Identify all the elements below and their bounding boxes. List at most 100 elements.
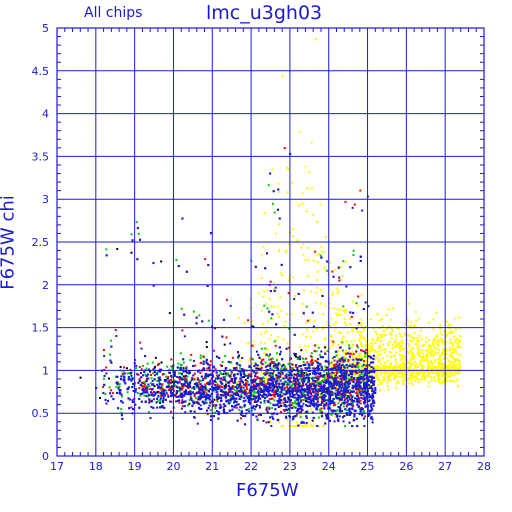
data-point [285, 375, 288, 378]
data-point [451, 380, 454, 383]
data-point [243, 390, 246, 393]
data-point [312, 382, 315, 385]
data-point [151, 379, 154, 382]
data-point [328, 381, 331, 384]
data-point [432, 368, 435, 371]
data-point [288, 376, 291, 379]
data-point [260, 370, 263, 373]
data-point [284, 365, 287, 368]
data-point [438, 369, 441, 372]
data-point [249, 395, 252, 398]
data-point [198, 394, 201, 397]
data-point [321, 375, 324, 378]
data-point [367, 408, 370, 411]
data-point [377, 365, 380, 368]
data-point [296, 386, 299, 389]
data-point [284, 251, 287, 254]
data-point [446, 374, 449, 377]
data-point [204, 388, 207, 391]
data-point [337, 379, 340, 382]
data-point [135, 221, 138, 224]
data-point [309, 398, 312, 401]
data-point [237, 363, 240, 366]
data-point [392, 307, 395, 310]
data-point [299, 398, 302, 401]
data-point [364, 343, 367, 346]
data-point [359, 402, 362, 405]
data-point [437, 372, 440, 375]
data-point [139, 341, 142, 344]
data-point [408, 302, 411, 305]
data-point [412, 371, 415, 374]
data-point [459, 354, 462, 357]
data-point [284, 374, 287, 377]
data-point [184, 370, 187, 373]
data-point [287, 396, 290, 399]
data-point [422, 376, 425, 379]
data-point [432, 366, 435, 369]
data-point [370, 372, 373, 375]
data-point [360, 342, 363, 345]
data-point [293, 298, 296, 301]
data-point [171, 368, 174, 371]
data-point [357, 346, 360, 349]
data-point [348, 352, 351, 355]
data-point [357, 362, 360, 365]
data-point [371, 345, 374, 348]
data-point [276, 359, 279, 362]
data-point [339, 266, 342, 269]
data-point [353, 413, 356, 416]
data-point [297, 383, 300, 386]
data-point [439, 367, 442, 370]
data-point [319, 355, 322, 358]
data-point [163, 373, 166, 376]
data-point [264, 361, 267, 364]
data-point [413, 375, 416, 378]
data-point [425, 354, 428, 357]
data-point [165, 375, 168, 378]
data-point [205, 392, 208, 395]
data-point [268, 338, 271, 341]
data-point [314, 250, 317, 253]
data-point [189, 394, 192, 397]
data-point [378, 347, 381, 350]
data-point [298, 413, 301, 416]
data-point [219, 370, 222, 373]
data-point [403, 371, 406, 374]
data-point [299, 355, 302, 358]
data-point [286, 408, 289, 411]
data-point [169, 387, 172, 390]
data-point [288, 327, 291, 330]
data-point [426, 370, 429, 373]
data-point [171, 365, 174, 368]
data-point [247, 383, 250, 386]
data-point [441, 348, 444, 351]
data-point [324, 367, 327, 370]
data-point [309, 382, 312, 385]
data-point [409, 364, 412, 367]
data-point [315, 367, 318, 370]
data-point [243, 389, 246, 392]
data-point [182, 385, 185, 388]
data-point [278, 223, 281, 226]
data-point [295, 355, 298, 358]
data-point [359, 352, 362, 355]
data-point [306, 391, 309, 394]
data-point [402, 363, 405, 366]
data-point [344, 368, 347, 371]
data-point [434, 342, 437, 345]
data-point [277, 376, 280, 379]
data-point [453, 335, 456, 338]
data-point [277, 401, 280, 404]
data-point [416, 336, 419, 339]
data-point [173, 394, 176, 397]
data-point [335, 350, 338, 353]
data-point [244, 390, 247, 393]
data-point [259, 390, 262, 393]
data-point [278, 250, 281, 253]
data-point [335, 354, 338, 357]
data-point [194, 396, 197, 399]
data-point [120, 408, 123, 411]
data-point [416, 377, 419, 380]
data-point [257, 416, 260, 419]
